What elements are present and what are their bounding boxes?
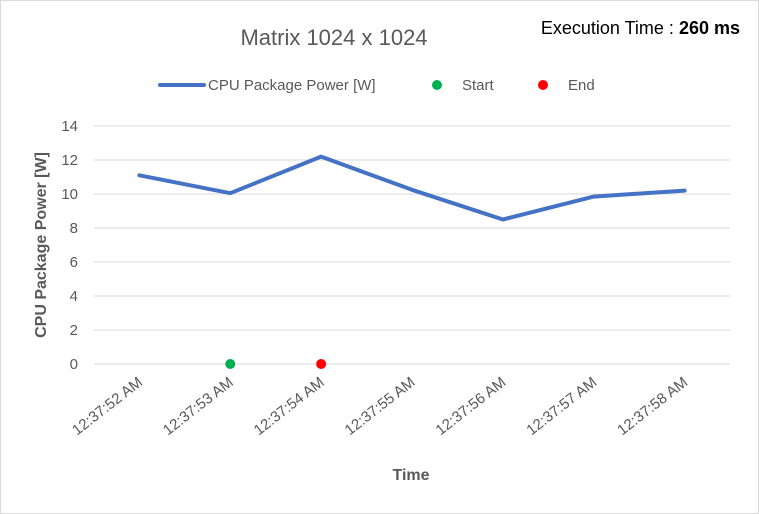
y-axis-ticks: 0 2 4 6 8 10 12 14 — [61, 118, 78, 373]
marker-end — [316, 359, 327, 369]
y-tick-label: 12 — [61, 152, 78, 169]
legend-label: Start — [462, 77, 495, 94]
y-tick-label: 0 — [70, 356, 78, 373]
y-tick-label: 10 — [61, 186, 78, 203]
x-tick-label: 12:37:52 AM — [69, 374, 146, 439]
series-layer — [137, 154, 687, 369]
marker-start — [225, 359, 236, 369]
chart-title: Matrix 1024 x 1024 — [240, 25, 427, 50]
y-tick-label: 14 — [61, 118, 78, 135]
execution-time-value: 260 ms — [679, 18, 740, 38]
series-line-cpu-power — [137, 154, 687, 222]
execution-time-annotation: Execution Time : 260 ms — [541, 18, 740, 38]
legend-swatch-dot — [538, 80, 548, 90]
x-axis-ticks: 12:37:52 AM 12:37:53 AM 12:37:54 AM 12:37:5… — [69, 374, 691, 439]
legend-label: CPU Package Power [W] — [208, 77, 376, 94]
y-tick-label: 2 — [70, 322, 78, 339]
chart-legend: CPU Package Power [W] Start End — [158, 77, 595, 94]
y-tick-label: 8 — [70, 220, 78, 237]
execution-time-separator: : — [664, 18, 679, 38]
y-axis-label: CPU Package Power [W] — [33, 152, 50, 338]
x-tick-label: 12:37:56 AM — [432, 374, 509, 439]
execution-time-label: Execution Time — [541, 18, 664, 38]
x-tick-label: 12:37:55 AM — [342, 374, 419, 439]
gridlines — [94, 125, 730, 365]
y-tick-label: 4 — [70, 288, 78, 305]
x-axis-label: Time — [392, 467, 429, 484]
x-tick-label: 12:37:57 AM — [523, 374, 600, 439]
y-tick-label: 6 — [70, 254, 78, 271]
x-tick-label: 12:37:58 AM — [614, 374, 691, 439]
x-tick-label: 12:37:54 AM — [251, 374, 328, 439]
legend-swatch-dot — [432, 80, 442, 90]
legend-label: End — [568, 77, 595, 94]
x-tick-label: 12:37:53 AM — [160, 374, 237, 439]
